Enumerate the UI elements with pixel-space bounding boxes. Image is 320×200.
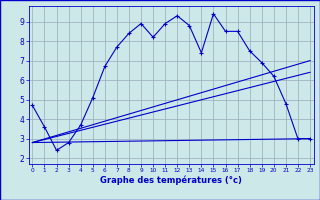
X-axis label: Graphe des températures (°c): Graphe des températures (°c) [100,176,242,185]
